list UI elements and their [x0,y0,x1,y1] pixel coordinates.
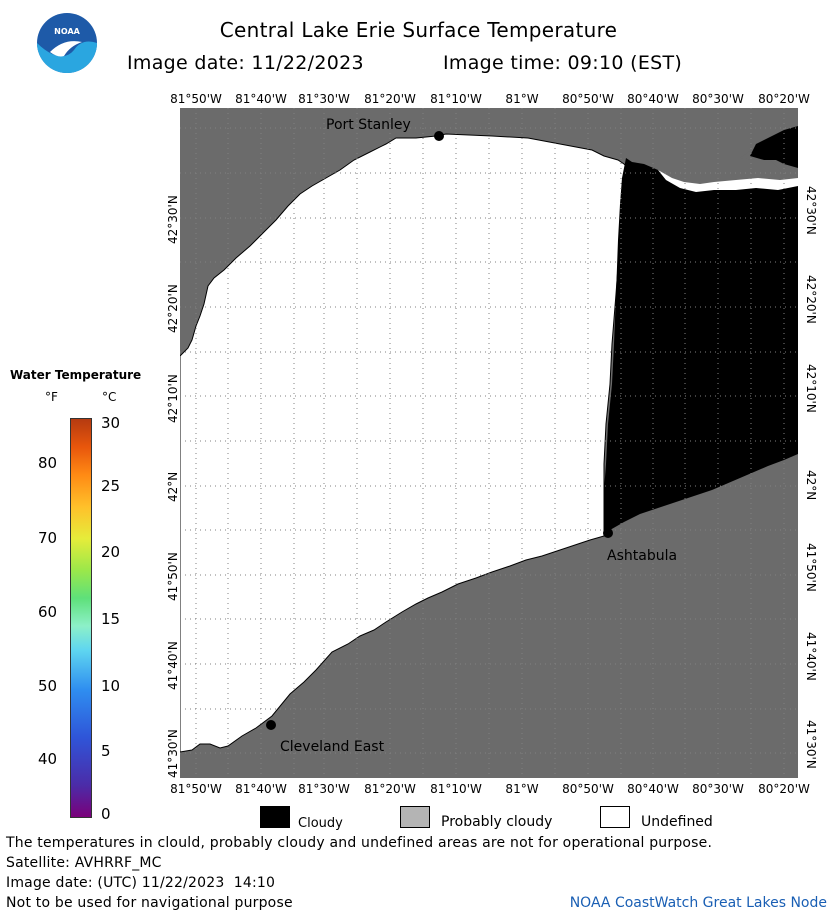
f-label: 70 [38,529,58,547]
lon-tick: 80°50'W [562,782,614,796]
disclaimer-text: The temperatures in clould, probably clo… [6,835,713,851]
f-label: 60 [38,603,58,621]
lon-tick: 81°20'W [364,92,416,106]
lat-tick: 42°N [166,471,180,502]
lon-tick: 81°40'W [235,782,287,796]
lon-tick: 80°20'W [758,782,810,796]
unit-fahrenheit: °F [45,390,58,404]
lon-tick: 81°30'W [298,92,350,106]
c-label: 20 [101,543,121,561]
ashtabula-marker [603,528,613,538]
lon-tick: 81°50'W [170,92,222,106]
lat-tick: 42°20'N [166,284,180,333]
lon-tick: 81°50'W [170,782,222,796]
lake-map [179,108,798,778]
cloudy-region [604,158,798,536]
lon-tick: 81°W [505,92,539,106]
lon-tick: 81°30'W [298,782,350,796]
cleveland-east-marker [266,720,276,730]
probably-cloudy-key-label: Probably cloudy [441,814,553,830]
lat-tick: 42°30'N [804,186,818,235]
c-label: 0 [101,805,111,823]
port-stanley-label: Port Stanley [326,117,411,133]
lat-tick: 41°50'N [166,552,180,601]
unit-celsius: °C [102,390,117,404]
lon-tick: 81°10'W [430,92,482,106]
lon-tick: 80°20'W [758,92,810,106]
graticule [180,108,798,778]
lat-tick: 41°30'N [804,720,818,769]
temperature-color-bar [70,418,92,818]
lon-tick: 80°30'W [692,92,744,106]
lon-tick: 80°30'W [692,782,744,796]
ashtabula-label: Ashtabula [607,548,678,564]
image-date: Image date: 11/22/2023 [127,52,364,74]
lat-tick: 41°40'N [166,641,180,690]
cleveland-east-label: Cleveland East [280,739,385,755]
lat-tick: 42°30'N [166,195,180,244]
coastwatch-node-credit: NOAA CoastWatch Great Lakes Node [569,895,827,911]
probably-cloudy-swatch [400,806,430,828]
lat-tick: 42°N [804,470,818,501]
c-label: 15 [101,610,121,628]
undefined-key-label: Undefined [641,814,713,830]
lon-tick: 80°40'W [627,782,679,796]
lat-tick: 41°30'N [166,729,180,778]
undefined-water-patch [658,170,798,192]
f-label: 50 [38,677,58,695]
c-label: 30 [101,414,121,432]
f-label: 80 [38,454,58,472]
lon-tick: 80°50'W [562,92,614,106]
c-label: 5 [101,742,111,760]
lon-tick: 81°40'W [235,92,287,106]
northeast-cloud-patch [750,126,798,168]
page-title: Central Lake Erie Surface Temperature [219,18,618,42]
c-label: 10 [101,677,121,695]
f-label: 40 [38,750,58,768]
image-time: Image time: 09:10 (EST) [443,52,683,74]
cloudy-swatch [260,806,290,828]
lon-tick: 81°W [505,782,539,796]
undefined-swatch [600,806,630,828]
logo-text: NOAA [54,27,80,36]
legend-title: Water Temperature [10,368,142,382]
cloudy-key-label: Cloudy [298,816,343,831]
lon-tick: 81°10'W [430,782,482,796]
noaa-logo: NOAA [36,12,98,74]
lon-tick: 80°40'W [627,92,679,106]
port-stanley-marker [434,131,444,141]
lat-tick: 41°40'N [804,632,818,681]
map-panel [179,108,798,778]
lat-tick: 42°10'N [804,364,818,413]
lat-tick: 42°20'N [804,275,818,324]
lon-tick: 81°20'W [364,782,416,796]
lat-tick: 42°10'N [166,374,180,423]
satellite-text: Satellite: AVHRRF_MC [6,855,162,871]
utc-date-text: Image date: (UTC) 11/22/2023 14:10 [6,875,276,891]
navigation-warning: Not to be used for navigational purpose [6,895,293,911]
lat-tick: 41°50'N [804,543,818,592]
c-label: 25 [101,477,121,495]
undefined-water-region [179,133,627,753]
